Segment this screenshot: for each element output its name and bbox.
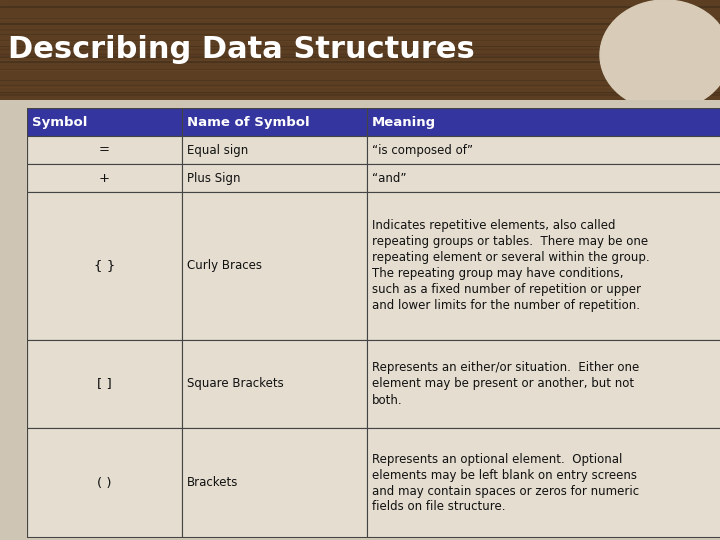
Text: Represents an either/or situation.  Either one
element may be present or another: Represents an either/or situation. Eithe… <box>372 361 639 407</box>
Text: [ ]: [ ] <box>97 377 112 390</box>
Text: Square Brackets: Square Brackets <box>187 377 284 390</box>
Text: Name of Symbol: Name of Symbol <box>187 116 310 129</box>
Text: ( ): ( ) <box>97 476 112 489</box>
Bar <box>182 192 367 340</box>
Bar <box>182 340 367 428</box>
Text: Meaning: Meaning <box>372 116 436 129</box>
Text: “and”: “and” <box>372 172 407 185</box>
Bar <box>27 164 182 192</box>
Bar <box>27 192 182 340</box>
Text: Plus Sign: Plus Sign <box>187 172 240 185</box>
Text: Equal sign: Equal sign <box>187 144 248 157</box>
Bar <box>27 340 182 428</box>
Bar <box>182 428 367 538</box>
Bar <box>27 136 182 164</box>
Bar <box>182 136 367 164</box>
Text: +: + <box>99 172 110 185</box>
Bar <box>367 192 720 340</box>
Bar <box>367 164 720 192</box>
Text: Describing Data Structures: Describing Data Structures <box>8 36 474 64</box>
Text: Curly Braces: Curly Braces <box>187 260 262 273</box>
Bar <box>367 428 720 538</box>
Text: Symbol: Symbol <box>32 116 87 129</box>
Bar <box>182 164 367 192</box>
Ellipse shape <box>600 0 720 110</box>
Text: Brackets: Brackets <box>187 476 238 489</box>
Bar <box>367 108 720 136</box>
Bar <box>367 136 720 164</box>
Text: { }: { } <box>94 260 115 273</box>
Text: =: = <box>99 144 110 157</box>
Bar <box>367 340 720 428</box>
Text: Indicates repetitive elements, also called
repeating groups or tables.  There ma: Indicates repetitive elements, also call… <box>372 219 649 313</box>
Bar <box>27 108 182 136</box>
Text: Represents an optional element.  Optional
elements may be left blank on entry sc: Represents an optional element. Optional… <box>372 453 639 514</box>
Bar <box>27 428 182 538</box>
Text: “is composed of”: “is composed of” <box>372 144 473 157</box>
Bar <box>182 108 367 136</box>
